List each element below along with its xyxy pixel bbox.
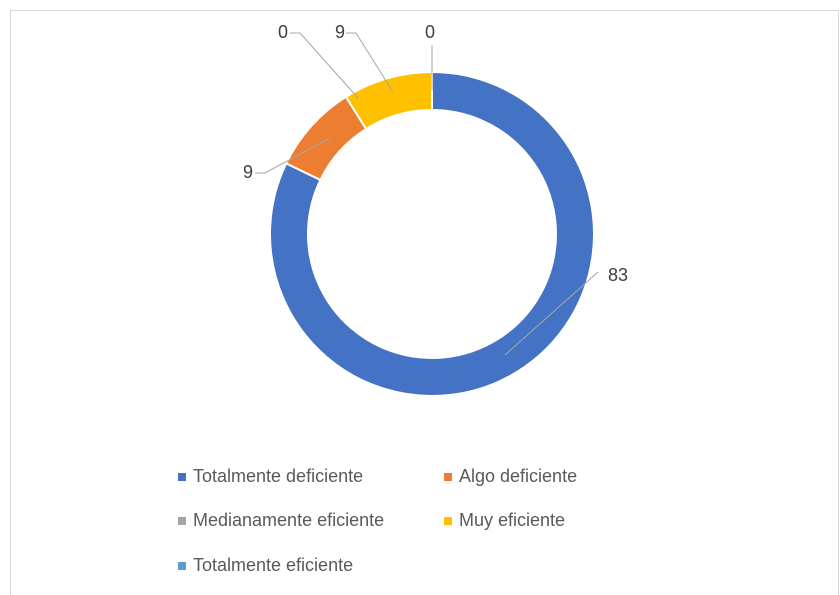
data-label: 83: [608, 265, 628, 285]
legend-swatch: [178, 517, 186, 525]
data-label: 9: [335, 22, 345, 42]
legend-swatch: [178, 473, 186, 481]
legend-swatch: [178, 562, 186, 570]
data-label: 0: [425, 22, 435, 42]
legend-swatch: [444, 517, 452, 525]
donut-slice: [269, 70, 595, 397]
legend-label: Totalmente eficiente: [193, 555, 353, 575]
data-label: 0: [278, 22, 288, 42]
leader-line: [504, 271, 599, 356]
leader-line: [255, 137, 331, 174]
leader-line: [290, 32, 359, 99]
legend-label: Medianamente eficiente: [193, 510, 384, 530]
data-label: 9: [243, 162, 253, 182]
leader-line: [346, 32, 394, 93]
legend-label: Muy eficiente: [459, 510, 565, 530]
legend-label: Totalmente deficiente: [193, 466, 363, 486]
legend-swatch: [444, 473, 452, 481]
legend-label: Algo deficiente: [459, 466, 577, 486]
